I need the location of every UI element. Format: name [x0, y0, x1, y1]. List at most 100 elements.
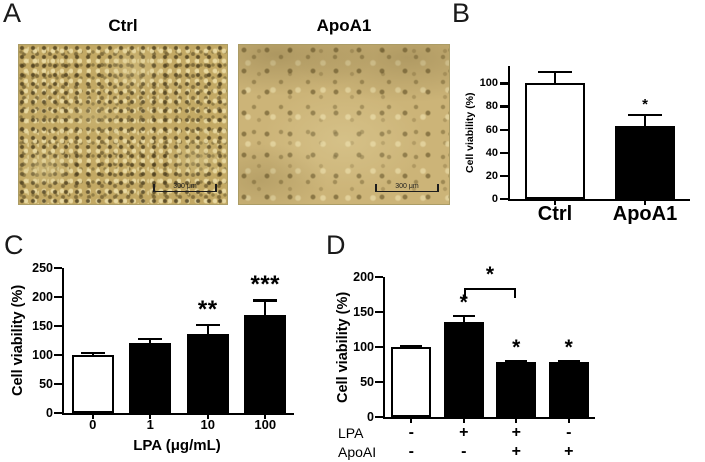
y-tick-label: 250: [32, 261, 53, 275]
y-tick-label: 200: [353, 270, 374, 284]
error-bar-cap: [80, 351, 105, 354]
y-tick-mark: [54, 412, 62, 415]
micrograph-ctrl: 300 μm: [18, 44, 228, 205]
y-tick-label: 100: [479, 77, 498, 90]
y-tick-label: 100: [353, 340, 374, 354]
significance-stars: *: [642, 95, 648, 113]
y-tick-label: 50: [39, 377, 53, 391]
y-tick-mark: [500, 105, 508, 108]
error-bar-line: [206, 324, 209, 335]
error-bar-line: [149, 338, 152, 344]
significance-stars: *: [512, 336, 521, 359]
bar: [548, 362, 589, 417]
x-category-label: Ctrl: [537, 203, 573, 225]
y-tick-mark: [375, 416, 383, 419]
panel-c-x-axis-title: LPA (μg/mL): [133, 437, 221, 454]
y-tick-label: 40: [485, 146, 498, 159]
scale-bar: 300 μm: [153, 179, 217, 192]
x-tick-mark: [410, 419, 413, 424]
condition-row-name: ApoAI: [338, 444, 377, 460]
y-tick-mark: [375, 311, 383, 314]
comparison-bracket: [463, 287, 517, 298]
bar: [71, 355, 114, 413]
scale-bar: 300 μm: [375, 179, 439, 192]
y-tick-mark: [54, 354, 62, 357]
error-bar-cap: [400, 344, 423, 347]
y-tick-mark: [375, 381, 383, 384]
x-tick-mark: [206, 415, 209, 420]
y-tick-mark: [375, 276, 383, 279]
panel-b-plot-area: Cell viability (%) 0 20 40 60 80 100 Ctrl * ApoA…: [464, 66, 690, 225]
condition-symbol: -: [566, 424, 572, 441]
condition-row-name: LPA: [338, 425, 364, 441]
condition-symbol: +: [564, 443, 574, 460]
error-bar-line: [644, 114, 647, 127]
y-tick-mark: [54, 325, 62, 328]
x-tick-mark: [554, 201, 556, 206]
panel-c-plot-area: Cell viability (%) 0 50 100 150 200 250 0 1 ** 10…: [10, 261, 294, 432]
condition-symbol: +: [459, 424, 469, 441]
significance-stars: *: [564, 336, 573, 359]
scale-bar-label: 300 μm: [395, 183, 419, 190]
scale-bar-label: 300 μm: [173, 183, 197, 190]
x-tick-mark: [515, 419, 518, 424]
bar: [129, 343, 172, 413]
y-tick-mark: [500, 82, 508, 85]
panel-b-label: B: [452, 0, 471, 28]
y-tick-mark: [500, 151, 508, 154]
panel-d-label: D: [326, 230, 346, 260]
y-tick-mark: [500, 198, 508, 201]
x-tick-mark: [462, 419, 465, 424]
y-tick-mark: [375, 346, 383, 349]
micrograph-ctrl-title: Ctrl: [108, 16, 138, 35]
y-tick-label: 150: [353, 305, 374, 319]
condition-symbol: -: [408, 424, 414, 441]
y-tick-mark: [54, 383, 62, 386]
y-tick-label: 200: [32, 290, 53, 304]
y-tick-label: 50: [360, 375, 374, 389]
y-tick-label: 0: [491, 193, 498, 205]
y-tick-mark: [54, 267, 62, 270]
error-bar-line: [554, 71, 557, 84]
error-bar-cap: [195, 323, 220, 327]
error-bar-cap: [452, 315, 475, 318]
y-tick-label: 20: [485, 169, 498, 182]
x-tick-mark: [264, 415, 267, 420]
error-bar-cap: [538, 70, 572, 73]
condition-symbol: -: [408, 443, 414, 460]
bar: [525, 83, 585, 199]
bar: [615, 126, 675, 199]
y-tick-label: 100: [32, 348, 53, 362]
significance-stars: ***: [250, 271, 281, 299]
error-bar-cap: [557, 360, 580, 363]
significance-stars: **: [197, 295, 218, 323]
error-bar-line: [264, 300, 267, 315]
x-category-label: 10: [200, 417, 215, 432]
error-bar-cap: [628, 113, 662, 116]
x-category-label: 1: [146, 417, 154, 432]
y-tick-mark: [500, 174, 508, 178]
condition-symbol: +: [511, 424, 521, 441]
y-tick-label: 0: [367, 410, 374, 424]
y-tick-mark: [54, 296, 62, 299]
micrograph-apoa1-title: ApoA1: [316, 16, 372, 35]
panel-a-label: A: [3, 0, 22, 28]
x-category-label: 0: [89, 417, 97, 432]
micrograph-apoa1: 300 μm: [238, 44, 450, 205]
panel-c-label: C: [4, 230, 24, 260]
x-tick-mark: [149, 415, 152, 420]
y-tick-label: 60: [485, 123, 498, 136]
x-category-label: ApoA1: [612, 203, 678, 225]
bar: [391, 347, 432, 417]
significance-stars: *: [459, 291, 468, 315]
error-bar-cap: [505, 360, 528, 363]
x-category-label: 100: [254, 417, 277, 432]
bar: [496, 362, 537, 417]
bar: [443, 321, 484, 417]
condition-symbol: +: [511, 443, 521, 460]
condition-symbol: -: [461, 443, 467, 460]
bar: [186, 334, 229, 413]
bar: [244, 314, 287, 413]
error-bar-cap: [138, 337, 162, 340]
